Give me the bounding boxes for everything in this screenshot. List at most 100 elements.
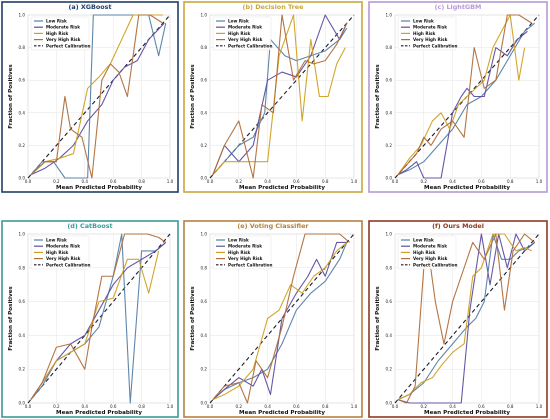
series-line-high-risk [212, 14, 346, 176]
x-tick-label: 0.6 [478, 179, 485, 184]
y-tick-label: 1.0 [200, 232, 207, 237]
panel-title: (d) CatBoost [67, 222, 112, 230]
y-tick-label: 0.4 [200, 333, 207, 338]
y-tick-label: 1.0 [385, 13, 392, 18]
y-axis-label: Fraction of Positives [375, 64, 381, 129]
legend-label: Moderate Risk [46, 244, 80, 249]
y-tick-label: 0.0 [200, 401, 207, 406]
legend-label: Low Risk [413, 238, 434, 243]
y-tick-label: 0.6 [200, 78, 207, 83]
x-tick-label: 0.4 [264, 179, 271, 184]
series-line-moderate-risk [212, 14, 348, 175]
series-line-high-risk [397, 14, 526, 176]
x-axis-label: Mean Predicted Probability [239, 185, 325, 191]
x-tick-label: 0.8 [138, 404, 145, 409]
plot-area [394, 233, 540, 404]
x-tick-label: 1.0 [167, 404, 174, 409]
perfect-calibration-line [394, 233, 540, 404]
x-axis-label: Mean Predicted Probability [56, 410, 142, 416]
y-tick-label: 0.6 [385, 299, 392, 304]
x-tick-label: 0.6 [110, 404, 117, 409]
x-tick-label: 0.0 [392, 179, 399, 184]
x-tick-label: 0.6 [293, 179, 300, 184]
legend-label: Very High Risk [228, 37, 263, 42]
legend-label: Moderate Risk [413, 25, 447, 30]
x-tick-label: 0.0 [207, 404, 214, 409]
x-tick-label: 0.4 [449, 179, 456, 184]
panel-title: (a) XGBoost [68, 3, 111, 11]
y-tick-label: 0.4 [18, 110, 25, 115]
x-tick-label: 0.2 [53, 404, 60, 409]
series-line-high-risk [30, 250, 160, 400]
y-tick-label: 1.0 [385, 232, 392, 237]
legend-label: Very High Risk [228, 256, 263, 261]
y-tick-label: 0.8 [385, 45, 392, 50]
legend-box [30, 235, 90, 270]
y-axis-label: Fraction of Positives [190, 64, 196, 129]
x-tick-label: 0.0 [25, 404, 32, 409]
y-tick-label: 0.2 [385, 143, 392, 148]
series-line-very-high-risk [397, 14, 533, 176]
x-tick-label: 0.8 [138, 179, 145, 184]
plot-area [209, 233, 355, 404]
perfect-calibration-line [27, 233, 171, 404]
series-line-moderate-risk [212, 241, 347, 401]
legend-label: Perfect Calibration [413, 43, 458, 48]
x-tick-label: 1.0 [536, 179, 543, 184]
y-tick-label: 0.0 [18, 176, 25, 181]
series-line-low-risk [212, 27, 348, 176]
series-line-low-risk [397, 233, 535, 401]
legend-box [212, 16, 272, 51]
y-tick-label: 0.8 [200, 45, 207, 50]
x-tick-label: 1.0 [167, 179, 174, 184]
x-tick-label: 0.0 [207, 179, 214, 184]
panel-title: (e) Voting Classifier [237, 222, 309, 230]
x-tick-label: 0.4 [82, 179, 89, 184]
series-line-very-high-risk [397, 233, 536, 404]
series-line-very-high-risk [212, 233, 351, 404]
legend-label: Moderate Risk [228, 25, 262, 30]
chart-panel-3: (c) LightGBM 0.0 0.2 0.4 0.6 0.8 1.0 0.0 0.2 0.4 0… [368, 1, 548, 193]
series-line-high-risk [212, 242, 348, 401]
legend-label: High Risk [228, 250, 251, 255]
x-tick-label: 0.8 [507, 179, 514, 184]
y-tick-label: 1.0 [18, 13, 25, 18]
panel-title: (b) Decision Tree [243, 3, 305, 11]
x-tick-label: 1.0 [351, 179, 358, 184]
x-tick-label: 0.2 [421, 179, 428, 184]
y-tick-label: 0.4 [385, 333, 392, 338]
legend-label: Very High Risk [413, 37, 448, 42]
legend-label: Perfect Calibration [228, 262, 273, 267]
chart-panel-2: (b) Decision Tree 0.0 0.2 0.4 0.6 0.8 1.0 0.0 0.… [183, 1, 363, 193]
y-tick-label: 0.8 [200, 265, 207, 270]
legend-box [397, 235, 457, 270]
panel-frame [183, 1, 363, 193]
series-line-very-high-risk [212, 14, 348, 179]
x-tick-label: 0.4 [449, 404, 456, 409]
y-tick-label: 0.8 [18, 45, 25, 50]
y-tick-label: 1.0 [200, 13, 207, 18]
legend-label: Low Risk [228, 19, 249, 24]
legend-label: High Risk [228, 31, 251, 36]
x-axis-label: Mean Predicted Probability [424, 185, 510, 191]
x-tick-label: 1.0 [351, 404, 358, 409]
y-tick-label: 0.2 [18, 367, 25, 372]
x-tick-label: 0.0 [25, 179, 32, 184]
legend-label: High Risk [413, 31, 436, 36]
y-axis-label: Fraction of Positives [375, 286, 381, 351]
y-tick-label: 0.0 [18, 401, 25, 406]
x-tick-label: 0.2 [53, 179, 60, 184]
legend-label: High Risk [46, 31, 69, 36]
series-line-moderate-risk [397, 30, 528, 179]
x-tick-label: 0.6 [110, 179, 117, 184]
series-line-low-risk [212, 242, 348, 401]
legend-label: Perfect Calibration [46, 262, 91, 267]
y-tick-label: 0.8 [18, 265, 25, 270]
panel-title: (f) Ours Model [432, 222, 484, 230]
